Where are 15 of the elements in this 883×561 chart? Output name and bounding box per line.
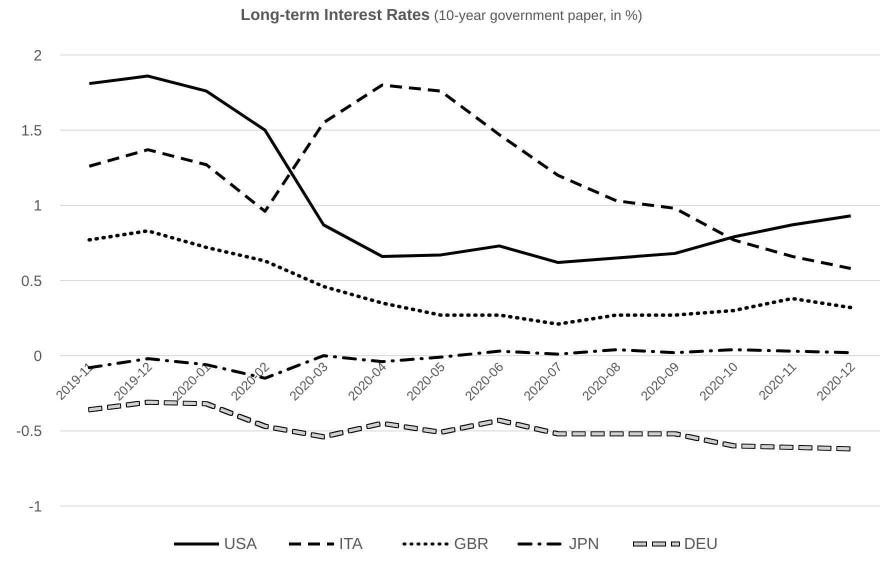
y-tick-label: 0.5 [21,272,42,290]
chart-subtitle: (10-year government paper, in %) [430,7,642,23]
chart-title: Long-term Interest Rates [240,7,430,24]
y-tick-label: -0.5 [16,423,42,440]
legend-label: ITA [339,536,364,553]
y-tick-label: 1 [34,198,42,215]
legend-label: USA [224,536,258,553]
line-series [88,229,852,326]
legend-label: DEU [684,536,718,553]
legend-label: GBR [454,536,489,553]
y-tick-label: 0 [34,348,42,365]
y-tick-label: -1 [28,498,42,516]
legend-label: JPN [569,536,600,553]
y-tick-label: 1.5 [21,122,42,140]
y-tick-label: 2 [34,47,42,64]
